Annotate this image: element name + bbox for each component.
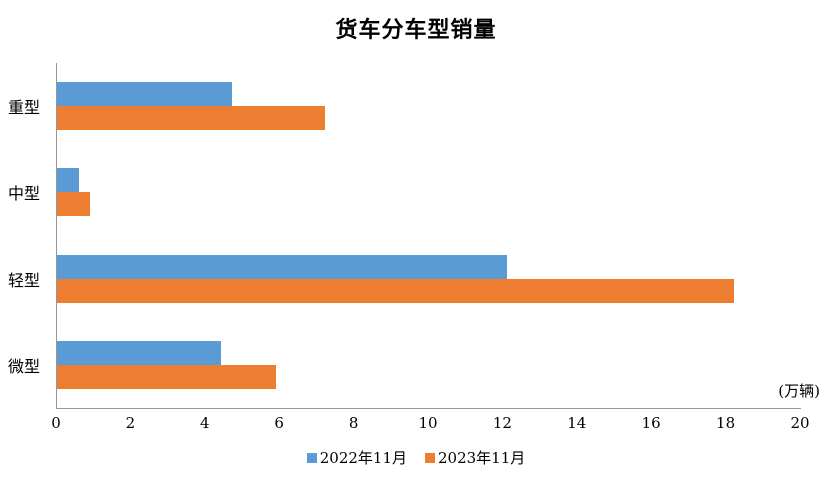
legend-swatch-icon xyxy=(425,452,435,463)
x-axis-tick-label: 6 xyxy=(274,414,284,432)
x-axis-tick-label: 16 xyxy=(641,414,661,432)
legend-item-1: 2023年11月 xyxy=(425,447,525,468)
y-axis-labels: 重型 中型 轻型 微型 xyxy=(0,63,48,408)
bar-series-1-category-1 xyxy=(57,192,91,217)
bar-series-1-category-0 xyxy=(57,106,325,131)
bar-series-0-category-0 xyxy=(57,82,232,107)
y-axis-label: 轻型 xyxy=(7,270,40,290)
bar-series-0-category-1 xyxy=(57,168,80,193)
bar-series-1-category-2 xyxy=(57,278,735,303)
legend-item-0: 2022年11月 xyxy=(306,447,407,468)
plot-area xyxy=(56,63,801,409)
y-axis-label: 中型 xyxy=(7,184,40,204)
legend: 2022年11月 2023年11月 xyxy=(0,447,832,468)
x-axis-tick-label: 0 xyxy=(51,414,61,432)
x-axis-tick-label: 10 xyxy=(418,414,438,432)
legend-swatch-icon xyxy=(306,452,317,463)
axis-unit-label: (万辆) xyxy=(778,382,820,400)
bar-series-0-category-2 xyxy=(57,254,508,279)
x-axis-tick-label: 4 xyxy=(200,414,210,432)
x-axis-tick-label: 14 xyxy=(567,414,587,432)
chart-title: 货车分车型销量 xyxy=(335,17,497,43)
x-axis-tick-label: 20 xyxy=(790,414,810,432)
y-axis-label: 微型 xyxy=(7,356,40,376)
bar-series-1-category-3 xyxy=(57,364,277,389)
bar-series-0-category-3 xyxy=(57,340,221,365)
x-axis-tick-label: 2 xyxy=(125,414,136,432)
x-axis-tick-label: 8 xyxy=(348,414,359,432)
legend-label: 2023年11月 xyxy=(438,449,526,467)
x-axis-tick-label: 18 xyxy=(716,414,736,432)
x-axis-tick-label: 12 xyxy=(492,414,512,432)
legend-label: 2022年11月 xyxy=(319,449,407,467)
y-axis-label: 重型 xyxy=(7,98,40,118)
